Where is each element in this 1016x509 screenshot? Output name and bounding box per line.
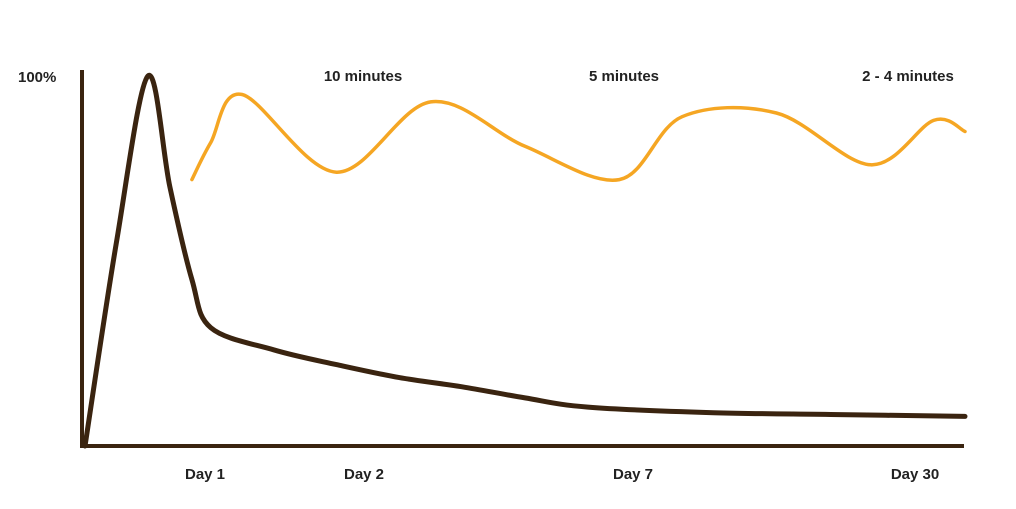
x-tick-label: Day 7 [613, 466, 653, 483]
x-tick-label: Day 30 [891, 466, 939, 483]
annotation-label: 10 minutes [324, 68, 402, 85]
annotation-label: 5 minutes [589, 68, 659, 85]
x-tick-label: Day 1 [185, 466, 225, 483]
chart-marks: Day 1 Day 2 Day 7 Day 30 10 minutes 5 minutes… [82, 68, 968, 483]
series-line-review [190, 92, 967, 182]
y-axis-max-label: 100% [18, 69, 56, 86]
annotation-label: 2 - 4 minutes [862, 68, 954, 85]
x-tick-label: Day 2 [344, 466, 384, 483]
series-line-retention [82, 73, 968, 449]
